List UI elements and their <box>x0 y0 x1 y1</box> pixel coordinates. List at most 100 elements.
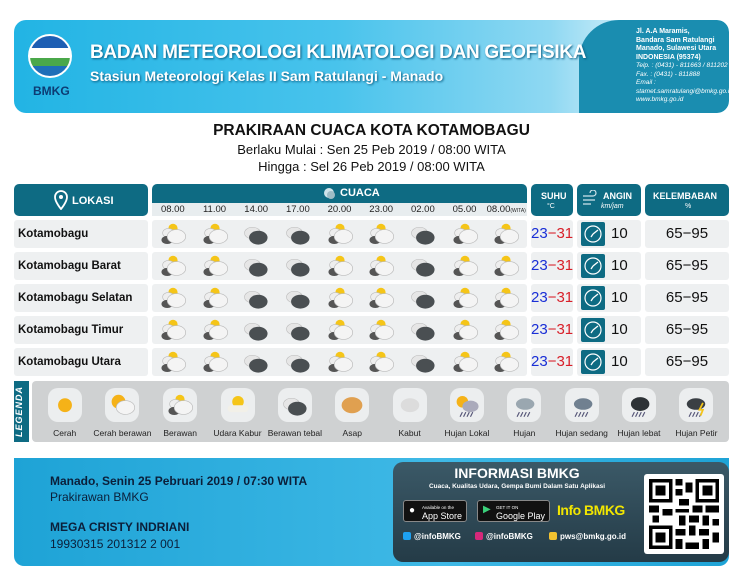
legend-label-text: Kabut <box>398 428 421 438</box>
temperature: 23−31 <box>531 220 573 248</box>
time-columns: 08.00 11.00 14.00 17.00 20.00 23.00 02.00 05.00… <box>152 203 527 216</box>
legend-item: Cerah berawan <box>93 381 151 442</box>
header-kelembaban-label: KELEMBABAN <box>653 191 717 201</box>
temperature: 23−31 <box>531 316 573 344</box>
legend-label: LEGENDA <box>14 381 29 442</box>
legend-kabut-icon <box>392 388 427 422</box>
email-link[interactable]: pws@bmkg.go.id <box>549 532 626 541</box>
weather-berawan-icon <box>319 348 361 376</box>
header-cuaca-label: CUACA <box>340 187 380 199</box>
legend-hujan-petir-icon <box>679 388 714 422</box>
header-suhu: SUHU °C <box>531 184 573 216</box>
google-play-label: Google Play <box>496 511 546 521</box>
org-name: BADAN METEOROLOGI KLIMATOLOGI DAN GEOFIS… <box>90 42 587 63</box>
compass-icon <box>581 318 605 342</box>
weather-cells <box>152 252 527 280</box>
header-suhu-label: SUHU <box>541 191 567 201</box>
google-play-button[interactable]: ▶ GET IT ON Google Play <box>477 500 551 522</box>
weather-berawan-icon <box>152 284 194 312</box>
forecaster-role: Prakirawan BMKG <box>50 490 149 504</box>
station-name: Stasiun Meteorologi Kelas II Sam Ratulan… <box>90 68 444 84</box>
weather-berawan-icon <box>194 252 236 280</box>
legend-item: Berawan tebal <box>266 381 323 442</box>
weather-berawan-icon <box>444 316 486 344</box>
legend-berawan-tebal-icon <box>277 388 312 422</box>
table-row: Kotamobagu 23−31 10 65−95 <box>14 220 729 248</box>
weather-berawan-icon <box>194 348 236 376</box>
legend-cerah-berawan-icon <box>105 388 140 422</box>
weather-berawan-tebal-icon <box>235 284 277 312</box>
header-banner: BMKG BADAN METEOROLOGI KLIMATOLOGI DAN G… <box>14 20 729 113</box>
legend-berawan-icon <box>163 388 198 422</box>
temperature: 23−31 <box>531 284 573 312</box>
weather-berawan-tebal-icon <box>277 252 319 280</box>
legend-asap-icon <box>335 388 370 422</box>
weather-berawan-icon <box>152 220 194 248</box>
legend-label-text: Hujan <box>513 428 536 438</box>
forecaster-nip: 19930315 201312 2 001 <box>50 537 181 551</box>
weather-berawan-tebal-icon <box>235 316 277 344</box>
legend-hujan-icon <box>507 388 542 422</box>
google-play-small: GET IT ON <box>496 505 519 510</box>
kelembaban-unit: % <box>685 203 692 210</box>
weather-berawan-icon <box>360 348 402 376</box>
email-icon <box>549 532 557 540</box>
weather-berawan-tebal-icon <box>235 220 277 248</box>
weather-berawan-icon <box>360 252 402 280</box>
time-label: 08.00 <box>160 204 185 215</box>
weather-berawan-tebal-icon <box>402 348 444 376</box>
location-name: Kotamobagu Utara <box>14 348 148 376</box>
time-label: 23.00 <box>369 204 394 215</box>
app-store-label: App Store <box>422 511 463 521</box>
wind-speed: 10 <box>611 321 628 338</box>
wind: 10 <box>577 252 641 280</box>
weather-berawan-icon <box>152 252 194 280</box>
weather-cells <box>152 316 527 344</box>
banner-map-panel <box>579 20 729 113</box>
instagram-link[interactable]: @infoBMKG <box>475 532 533 541</box>
legend-udara-kabur-icon <box>220 388 255 422</box>
location-name: Kotamobagu Selatan <box>14 284 148 312</box>
qr-code <box>644 474 724 554</box>
app-store-small: Available on the <box>422 505 454 510</box>
header-cuaca: CUACA 08.00 11.00 14.00 17.00 20.00 23.00 02.0… <box>152 184 527 216</box>
weather-berawan-icon <box>194 220 236 248</box>
wind: 10 <box>577 220 641 248</box>
weather-berawan-tebal-icon <box>277 316 319 344</box>
legend-item: Asap <box>324 381 381 442</box>
bmkg-logo <box>28 34 72 78</box>
weather-berawan-tebal-icon <box>277 220 319 248</box>
legend-label-text: Udara Kabur <box>213 428 262 438</box>
forecaster-name: MEGA CRISTY INDRIANI <box>50 520 190 534</box>
valid-to: Hingga : Sel 26 Peb 2019 / 08:00 WITA <box>258 159 485 174</box>
weather-berawan-icon <box>444 252 486 280</box>
compass-icon <box>581 222 605 246</box>
header-lokasi: LOKASI <box>14 184 148 216</box>
legend-label-text: Berawan <box>163 428 197 438</box>
info-title: INFORMASI BMKG <box>454 465 580 481</box>
legend-label-text: Cerah berawan <box>93 428 152 438</box>
temp-max: −31 <box>547 257 574 274</box>
weather-berawan-icon <box>360 220 402 248</box>
weather-berawan-icon <box>485 316 527 344</box>
wind: 10 <box>577 316 641 344</box>
app-store-button[interactable]: ● Available on the App Store <box>403 500 468 522</box>
legend-hujan-sedang-icon <box>564 388 599 422</box>
weather-berawan-icon <box>444 220 486 248</box>
weather-berawan-icon <box>194 284 236 312</box>
weather-berawan-icon <box>152 348 194 376</box>
address-block: Jl. A.A Maramis, Bandara Sam Ratulangi M… <box>636 28 729 105</box>
time-label: 05.00 <box>452 204 477 215</box>
twitter-link[interactable]: @infoBMKG <box>403 532 461 541</box>
weather-berawan-icon <box>360 284 402 312</box>
time-label: 02.00 <box>410 204 435 215</box>
legend-item: Hujan lebat <box>610 381 667 442</box>
weather-berawan-tebal-icon <box>402 252 444 280</box>
suhu-unit: °C <box>547 203 555 210</box>
legend-hujan-lebat-icon <box>622 388 657 422</box>
address-line: INDONESIA (95374) <box>636 53 701 61</box>
instagram-handle: @infoBMKG <box>486 532 533 541</box>
wind-speed: 10 <box>611 353 628 370</box>
weather-berawan-icon <box>444 348 486 376</box>
compass-icon <box>581 254 605 278</box>
